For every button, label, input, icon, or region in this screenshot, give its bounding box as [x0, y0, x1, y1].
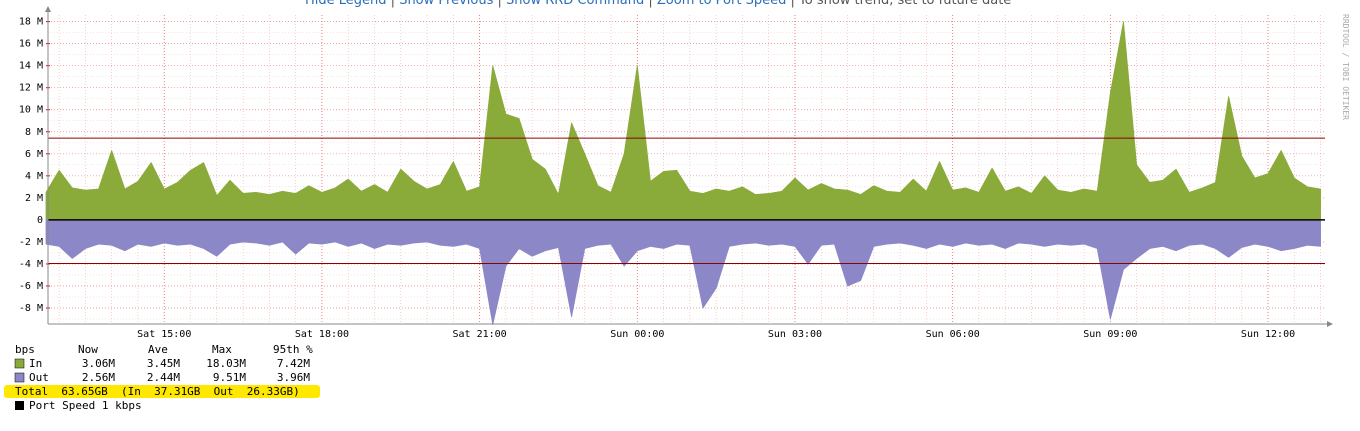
legend-name: Out	[29, 371, 49, 384]
x-tick-label: Sun 09:00	[1083, 329, 1137, 340]
legend-header: Max	[212, 343, 232, 356]
legend-port-speed: Port Speed 1 kbps	[29, 399, 142, 412]
x-tick-label: Sun 00:00	[610, 329, 664, 340]
link[interactable]: Zoom to Port Speed	[657, 0, 786, 8]
y-tick-label: -6 M	[19, 281, 43, 292]
separator: |	[387, 0, 400, 8]
header-bar: Hide Legend | Show Previous | Show RRD C…	[305, 0, 1011, 8]
separator: |	[493, 0, 506, 8]
watermark: RRDTOOL / TOBI OETIKER	[1341, 14, 1350, 120]
legend-total: Total 63.65GB (In 37.31GB Out 26.33GB)	[15, 385, 300, 398]
legend-header: Now	[78, 343, 98, 356]
legend-stat: 7.42M	[277, 357, 310, 370]
legend-header: bps	[15, 343, 35, 356]
legend-header: Ave	[148, 343, 168, 356]
y-tick-label: 0	[37, 215, 43, 226]
y-tick-label: 10 M	[19, 105, 43, 116]
y-tick-label: 8 M	[25, 127, 43, 138]
y-tick-label: 16 M	[19, 39, 43, 50]
separator: |	[644, 0, 657, 8]
y-tick-label: 12 M	[19, 83, 43, 94]
y-tick-label: -4 M	[19, 259, 43, 270]
legend-stat: 9.51M	[213, 371, 246, 384]
area-in	[45, 21, 1321, 221]
link[interactable]: Hide Legend	[305, 0, 387, 8]
legend-stat: 3.45M	[147, 357, 180, 370]
total-highlight	[4, 385, 320, 398]
legend-stat: 2.56M	[82, 371, 115, 384]
legend-swatch	[14, 358, 25, 369]
separator: |	[786, 0, 799, 8]
x-arrow	[1327, 321, 1333, 327]
x-tick-label: Sat 15:00	[137, 329, 191, 340]
y-arrow	[45, 6, 51, 12]
link[interactable]: Show RRD Command	[506, 0, 644, 8]
x-tick-label: Sun 06:00	[926, 329, 980, 340]
legend-header: 95th %	[273, 343, 313, 356]
legend-swatch	[15, 401, 24, 410]
note: To show trend, set to future date	[798, 0, 1011, 8]
y-tick-label: 18 M	[19, 17, 43, 28]
legend-stat: 2.44M	[147, 371, 180, 384]
x-tick-label: Sat 18:00	[295, 329, 349, 340]
y-tick-label: -2 M	[19, 237, 43, 248]
legend-stat: 18.03M	[206, 357, 246, 370]
area-out	[45, 219, 1321, 325]
x-tick-label: Sun 12:00	[1241, 329, 1295, 340]
legend-name: In	[29, 357, 42, 370]
link[interactable]: Show Previous	[399, 0, 493, 8]
y-tick-label: 14 M	[19, 61, 43, 72]
y-tick-label: 6 M	[25, 149, 43, 160]
y-tick-label: 2 M	[25, 193, 43, 204]
legend-stat: 3.96M	[277, 371, 310, 384]
y-tick-label: 4 M	[25, 171, 43, 182]
legend-swatch	[14, 372, 25, 383]
x-tick-label: Sat 21:00	[453, 329, 507, 340]
y-tick-label: -8 M	[19, 303, 43, 314]
x-tick-label: Sun 03:00	[768, 329, 822, 340]
legend-stat: 3.06M	[82, 357, 115, 370]
